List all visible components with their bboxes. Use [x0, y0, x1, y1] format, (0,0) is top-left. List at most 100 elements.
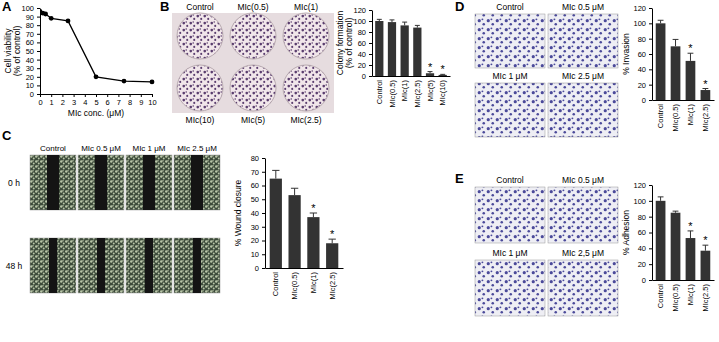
tick-label: 0 — [642, 276, 646, 285]
tick-label: 4 — [83, 98, 87, 107]
photo — [126, 155, 172, 210]
image-label: MIc 0.5 μM — [81, 144, 121, 153]
x-tick: 3 — [72, 94, 76, 107]
y-tick: 40 — [638, 244, 652, 253]
axis: ControlMIc(0.5)MIc(1)MIc(2.5)MIc(5)MIc(1… — [373, 76, 451, 108]
point — [49, 16, 54, 21]
tick-mark — [262, 213, 265, 214]
error-bar — [377, 19, 382, 21]
image-label: Control — [496, 2, 524, 12]
tick-label: 0 — [642, 96, 646, 105]
y-axis-title: % Invasion — [621, 33, 631, 75]
tick-mark — [262, 254, 265, 255]
wound-gap — [97, 238, 105, 293]
x-tick: Control — [271, 268, 280, 296]
tick-label: 10 — [251, 250, 259, 259]
image-label: MIc(5) — [241, 115, 265, 125]
tick-label: 6 — [106, 98, 110, 107]
point — [66, 19, 71, 24]
image-label: Control — [496, 175, 524, 185]
tick-label: 70 — [26, 30, 34, 39]
y-tick: 0 — [30, 90, 40, 99]
axis-line — [373, 76, 451, 77]
x-tick: 10 — [148, 94, 156, 107]
y-tick: 70 — [251, 168, 265, 177]
tick-mark — [262, 172, 265, 173]
tick-label: 40 — [358, 50, 366, 59]
plot: **ControlMIc(0.5)MIc(1)MIc(2.5)020406080… — [621, 4, 715, 132]
tick-label: 60 — [251, 181, 259, 190]
tick-label: 80 — [638, 213, 646, 222]
panel-label: C — [2, 128, 12, 143]
tick-mark — [130, 94, 131, 97]
x-tick: 6 — [106, 94, 110, 107]
y-tick: 60 — [26, 38, 40, 47]
plot: **ControlMIc(0.5)MIc(1)MIc(2.5)020406080… — [621, 181, 715, 312]
image-label: MIc(1) — [294, 2, 318, 12]
tick-label: 9 — [139, 98, 143, 107]
x-tick: MIc(2.5) — [328, 268, 337, 300]
image-label: MIc 0.5 μM — [562, 2, 604, 12]
tick-label: MIc(5) — [426, 80, 435, 102]
error-bar — [673, 39, 679, 46]
bar — [701, 251, 711, 280]
y-tick: 20 — [638, 260, 652, 269]
tick-label: 40 — [638, 65, 646, 74]
x-tick: MIc(1) — [400, 76, 409, 101]
tick-mark — [649, 248, 652, 249]
y-tick: 0 — [255, 264, 265, 273]
error-bar — [688, 53, 694, 61]
y-tick: 10 — [26, 81, 40, 90]
tick-label: 20 — [638, 260, 646, 269]
error-bar — [390, 20, 395, 22]
tick-label: 50 — [26, 47, 34, 56]
image-label: MIc 1 μM — [132, 144, 165, 153]
x-tick: MIc(0.5) — [388, 76, 397, 108]
tick-label: 10 — [26, 81, 34, 90]
panel-label: D — [455, 0, 464, 14]
dish — [283, 65, 329, 111]
y-tick: 20 — [638, 81, 652, 90]
axis: 020406080100120 — [633, 181, 652, 285]
y-tick: 100 — [633, 197, 652, 206]
series-line — [40, 11, 152, 82]
y-tick: 20 — [26, 73, 40, 82]
tick-label: MIc(1) — [400, 80, 409, 102]
significance-label: * — [441, 63, 446, 75]
x-tick: Control — [656, 100, 665, 128]
x-tick: MIc(2.5) — [701, 280, 710, 312]
tick-mark — [649, 23, 652, 24]
tick-label: MIc(2.5) — [328, 272, 337, 300]
bar — [426, 73, 434, 76]
photo — [548, 14, 618, 68]
error-bar — [658, 20, 664, 23]
tick-label: MIc(1) — [309, 272, 318, 294]
tick-mark — [649, 69, 652, 70]
photo — [548, 260, 618, 316]
y-axis-title: (% of control) — [344, 18, 354, 69]
tick-mark — [649, 185, 652, 186]
tick-label: 80 — [251, 154, 259, 163]
tick-mark — [51, 94, 52, 97]
marks — [375, 19, 447, 76]
axis: ControlMIc(0.5)MIc(1)MIc(2.5) — [266, 268, 344, 300]
y-axis-title: % Wound closure — [233, 180, 243, 247]
image-label: Control — [186, 2, 214, 12]
bar — [656, 201, 666, 280]
tick-mark — [369, 10, 372, 11]
y-tick: 40 — [26, 56, 40, 65]
tick-mark — [37, 8, 40, 9]
tick-label: 30 — [26, 64, 34, 73]
wound-gap — [95, 155, 107, 210]
tick-mark — [37, 68, 40, 69]
y-tick: 80 — [26, 21, 40, 30]
y-tick: 0 — [642, 96, 652, 105]
tick-mark — [37, 77, 40, 78]
image-label: MIc 2,5 μM — [562, 248, 604, 258]
image-label: MIc 1 μM — [492, 248, 527, 258]
tick-label: MIc(1) — [686, 284, 695, 306]
tick-label: 60 — [358, 39, 366, 48]
tick-label: MIc(1) — [686, 104, 695, 126]
x-tick: 9 — [139, 94, 143, 107]
tick-label: 0 — [255, 264, 259, 273]
